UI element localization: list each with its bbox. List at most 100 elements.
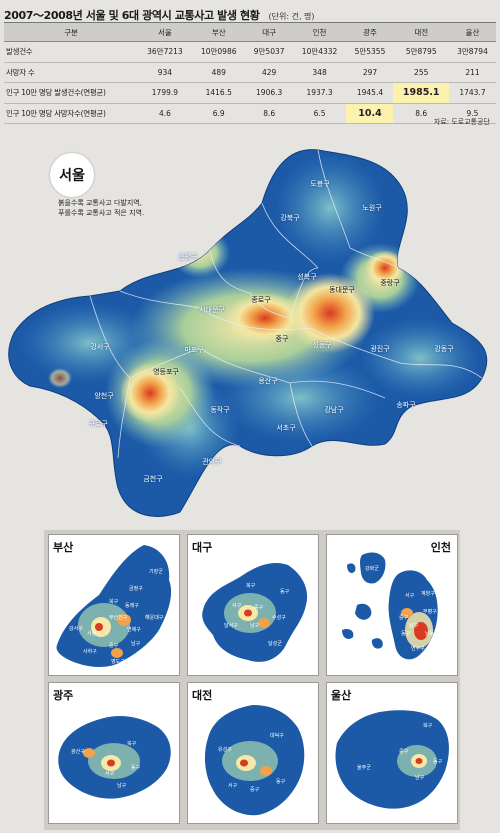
- city-name: 인천: [430, 541, 451, 554]
- city-label: 대덕구: [270, 732, 284, 739]
- district-label: 영등포구: [153, 368, 179, 376]
- table-cell: 1416.5: [191, 82, 246, 104]
- city-panel-incheon: 강화군 서구 계양구 부평구 남동구 남구 중구 동구 연수구 옹진군 인천: [326, 534, 458, 676]
- city-label: 중구: [399, 615, 409, 621]
- district-label: 서대문구: [199, 306, 225, 314]
- table-row: 사망자 수 934 489 429 348 297 255 211: [4, 62, 496, 83]
- header-cell: 서울: [138, 22, 192, 42]
- row-label: 발생건수: [4, 41, 138, 63]
- city-label: 달성군: [268, 640, 282, 647]
- city-label: 연수구: [411, 645, 425, 652]
- table-cell: 4.6: [138, 103, 192, 124]
- city-label: 북구: [246, 583, 256, 589]
- city-label: 옹진군: [357, 625, 371, 632]
- table-cell: 211: [448, 62, 496, 83]
- seoul-title-badge: 서울: [50, 153, 94, 197]
- title-text: 2007～2008년 서울 및 6대 광역시 교통사고 발생 현황: [4, 9, 260, 22]
- city-label: 해운대구: [145, 614, 164, 621]
- legend-line-blue: 푸를수록 교통사고 적은 지역.: [58, 209, 145, 217]
- table-row: 인구 10만 명당 발생건수(연평균) 1799.9 1416.5 1906.3…: [4, 82, 496, 104]
- source-note: 자료: 도로교통공단: [433, 118, 490, 126]
- header-cell: 대구: [245, 22, 293, 42]
- city-label: 유성구: [218, 746, 232, 753]
- daegu-heatmap: 북구 동구 서구 중구 수성구 달서구 남구 달성군: [202, 563, 308, 662]
- table-cell: 36만7213: [138, 41, 192, 63]
- city-label: 금정구: [129, 585, 143, 592]
- city-label: 사상구: [87, 630, 101, 637]
- district-label: 용산구: [258, 377, 278, 385]
- city-label: 서구: [232, 602, 242, 609]
- table-cell: 348: [292, 62, 347, 83]
- district-label: 노원구: [362, 204, 382, 212]
- table-cell: 8.6: [393, 103, 449, 124]
- city-label: 북구: [423, 723, 433, 729]
- city-name: 대전: [192, 689, 213, 702]
- table-cell: 6.5: [292, 103, 347, 124]
- table-cell: 1906.3: [245, 82, 293, 104]
- district-label: 송파구: [396, 401, 416, 409]
- district-label: 종로구: [251, 296, 271, 304]
- metro-cities-grid: 기장군 금정구 북구 동래구 해운대구 부산진구 강서구 사상구 연제구 남구 …: [44, 530, 460, 830]
- city-name: 울산: [331, 689, 352, 702]
- header-cell: 구분: [4, 22, 138, 42]
- highlight-cell: 10.4: [346, 103, 394, 124]
- city-label: 남구: [117, 782, 127, 789]
- table-cell: 255: [393, 62, 449, 83]
- row-label: 인구 10만 명당 사망자수(연평균): [4, 103, 138, 124]
- city-label: 중구: [399, 749, 409, 755]
- infographic-title: 2007～2008년 서울 및 6대 광역시 교통사고 발생 현황 (단위: 건…: [4, 4, 496, 22]
- table-cell: 297: [346, 62, 394, 83]
- district-label: 은평구: [178, 253, 198, 261]
- table-cell: 429: [245, 62, 293, 83]
- city-label: 중구: [109, 643, 119, 649]
- title-unit: (단위: 건, 명): [268, 12, 315, 21]
- city-label: 남구: [415, 774, 425, 781]
- district-label: 서초구: [276, 424, 296, 432]
- table-row: 인구 10만 명당 사망자수(연평균) 4.6 6.9 8.6 6.5 10.4…: [4, 103, 496, 124]
- city-label: 동구: [280, 589, 290, 595]
- table-cell: 1743.7: [448, 82, 496, 104]
- city-label: 중구: [250, 787, 260, 793]
- city-panel-daejeon: 유성구 대덕구 서구 중구 동구 대전: [187, 682, 319, 824]
- district-label: 강서구: [90, 343, 110, 351]
- district-label: 관악구: [202, 458, 222, 466]
- district-label: 구로구: [88, 420, 108, 428]
- city-label: 기장군: [149, 568, 163, 575]
- city-panel-daegu: 북구 동구 서구 중구 수성구 달서구 남구 달성군 대구: [187, 534, 319, 676]
- table-cell: 1799.9: [138, 82, 192, 104]
- city-label: 수성구: [272, 614, 286, 621]
- city-label: 동구: [276, 779, 286, 785]
- table-header-row: 구분 서울 부산 대구 인천 광주 대전 울산: [4, 22, 496, 42]
- city-panel-gwangju: 광산구 북구 서구 동구 남구 광주: [48, 682, 180, 824]
- city-label: 광산구: [71, 748, 85, 755]
- row-label: 인구 10만 명당 발생건수(연평균): [4, 82, 138, 104]
- city-label: 남구: [250, 622, 260, 629]
- district-label: 중랑구: [380, 279, 400, 287]
- district-label: 금천구: [143, 475, 163, 483]
- city-label: 서구: [105, 770, 115, 777]
- city-label: 강화군: [365, 565, 379, 572]
- city-label: 남구: [409, 622, 419, 629]
- district-label: 동대문구: [329, 286, 355, 294]
- district-label: 마포구: [184, 346, 204, 354]
- district-label: 양천구: [94, 392, 114, 400]
- table-cell: 5만8795: [393, 41, 449, 63]
- table-cell: 934: [138, 62, 192, 83]
- city-label: 남동구: [425, 630, 439, 637]
- city-label: 북구: [109, 599, 119, 605]
- district-label: 성북구: [297, 273, 317, 281]
- table-cell: 6.9: [191, 103, 246, 124]
- district-label: 성동구: [312, 341, 332, 349]
- table-cell: 1937.3: [292, 82, 347, 104]
- city-label: 울주군: [357, 765, 371, 771]
- city-name: 광주: [53, 689, 74, 702]
- daejeon-heatmap: 유성구 대덕구 서구 중구 동구: [204, 705, 305, 816]
- city-label: 사하구: [83, 648, 97, 655]
- table-cell: 8.6: [245, 103, 293, 124]
- city-label: 부평구: [423, 608, 437, 615]
- district-label: 광진구: [370, 345, 390, 353]
- table-cell: 10만4332: [292, 41, 347, 63]
- ulsan-heatmap: 북구 중구 울주군 동구 남구: [335, 710, 449, 809]
- accident-stats-table: 구분 서울 부산 대구 인천 광주 대전 울산 발생건수 36만7213 10만…: [4, 22, 496, 124]
- district-label: 동작구: [210, 406, 230, 414]
